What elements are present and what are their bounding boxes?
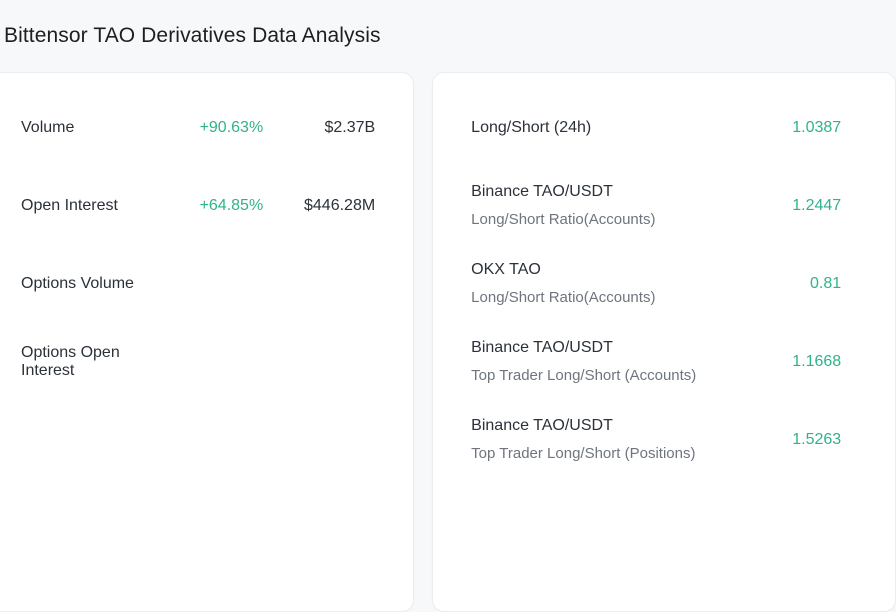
ratio-title: Binance TAO/USDT xyxy=(471,183,613,200)
stat-label: Volume xyxy=(21,119,75,136)
ratio-value: 0.81 xyxy=(810,275,842,292)
stat-change: +64.85% xyxy=(199,197,264,214)
ratio-title: Long/Short (24h) xyxy=(471,119,592,136)
ratio-row-binance-top-trader-positions[interactable]: Binance TAO/USDT Top Trader Long/Short (… xyxy=(471,401,841,479)
ratio-title: Binance TAO/USDT xyxy=(471,417,613,434)
ratio-row-binance-ls-accounts[interactable]: Binance TAO/USDT Long/Short Ratio(Accoun… xyxy=(471,167,841,245)
derivatives-stats-card: Volume +90.63% $2.37B Open Interest +64.… xyxy=(0,72,415,612)
ratio-value: 1.2447 xyxy=(792,197,842,214)
long-short-ratios-card: Long/Short (24h) 1.0387 Binance TAO/USDT… xyxy=(432,72,896,612)
ratio-title: OKX TAO xyxy=(471,261,541,278)
ratio-subtitle: Long/Short Ratio(Accounts) xyxy=(471,211,656,228)
dashboard-panels: Volume +90.63% $2.37B Open Interest +64.… xyxy=(0,72,896,612)
stat-row-open-interest[interactable]: Open Interest +64.85% $446.28M xyxy=(21,167,393,245)
stat-row-options-open-interest[interactable]: Options Open Interest xyxy=(21,323,393,401)
stat-value: $446.28M xyxy=(304,197,376,214)
page-title: Bittensor TAO Derivatives Data Analysis xyxy=(4,24,381,47)
stat-label: Open Interest xyxy=(21,197,118,214)
ratio-row-binance-top-trader-accounts[interactable]: Binance TAO/USDT Top Trader Long/Short (… xyxy=(471,323,841,401)
ratio-value: 1.1668 xyxy=(792,353,842,370)
ratio-row-okx-ls-accounts[interactable]: OKX TAO Long/Short Ratio(Accounts) 0.81 xyxy=(471,245,841,323)
stat-label: Options Volume xyxy=(21,275,134,292)
stat-value: $2.37B xyxy=(324,119,376,136)
ratio-rows: Long/Short (24h) 1.0387 Binance TAO/USDT… xyxy=(471,89,841,479)
ratio-value: 1.0387 xyxy=(792,119,842,136)
ratio-title: Binance TAO/USDT xyxy=(471,339,613,356)
stat-row-options-volume[interactable]: Options Volume xyxy=(21,245,393,323)
stat-label: Options Open Interest xyxy=(21,344,120,379)
page-header: Bittensor TAO Derivatives Data Analysis xyxy=(0,0,896,72)
ratio-subtitle: Top Trader Long/Short (Accounts) xyxy=(471,367,697,384)
stat-row-volume[interactable]: Volume +90.63% $2.37B xyxy=(21,89,393,167)
stat-change: +90.63% xyxy=(199,119,264,136)
ratio-subtitle: Top Trader Long/Short (Positions) xyxy=(471,445,696,462)
ratio-row-long-short-24h[interactable]: Long/Short (24h) 1.0387 xyxy=(471,89,841,167)
ratio-value: 1.5263 xyxy=(792,431,842,448)
ratio-subtitle: Long/Short Ratio(Accounts) xyxy=(471,289,656,306)
